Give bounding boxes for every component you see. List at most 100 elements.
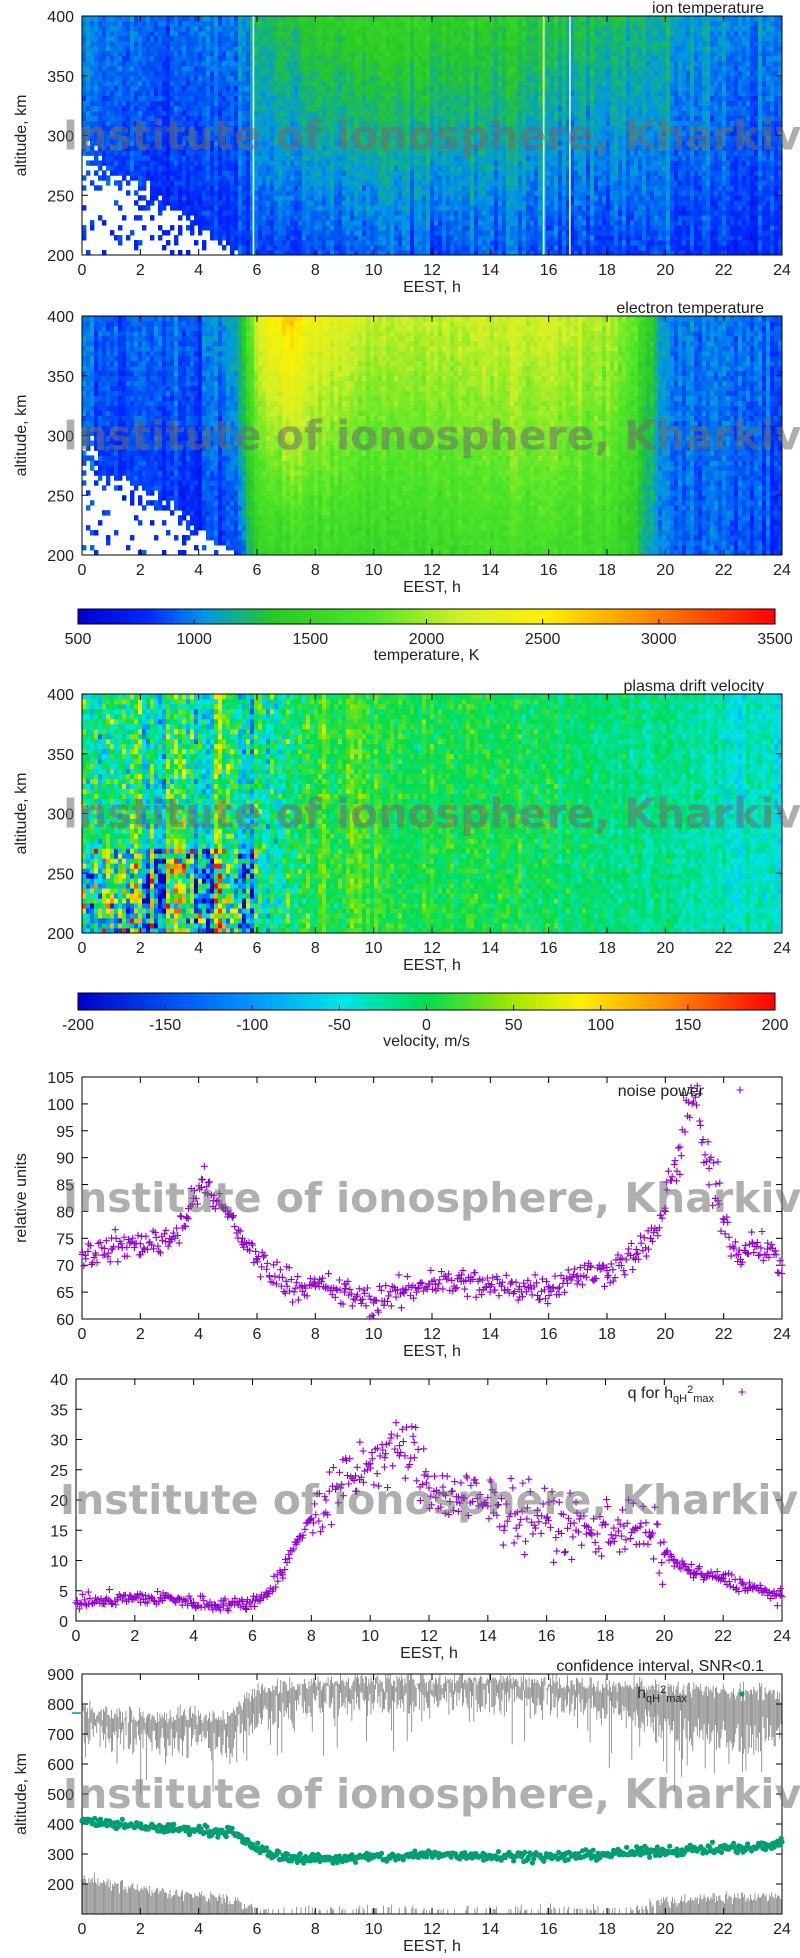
ion-cell (214, 165, 218, 170)
ion-cell (334, 66, 338, 71)
ion-cell (314, 220, 318, 225)
ion-cell (294, 56, 298, 61)
ion-cell (310, 200, 314, 205)
ion-cell (294, 185, 298, 190)
ion-cell (202, 175, 206, 180)
ion-cell (210, 51, 214, 56)
ion-cell (330, 180, 334, 185)
ion-cell (294, 36, 298, 41)
ion-cell (294, 31, 298, 36)
ion-cell (282, 235, 286, 240)
ion-cell (298, 200, 302, 205)
ion-cell (326, 170, 330, 175)
ion-cell (90, 71, 94, 76)
ion-cell (338, 195, 342, 200)
ion-cell (258, 91, 262, 96)
ion-cell (274, 225, 278, 230)
ion-cell (274, 165, 278, 170)
ion-cell (210, 96, 214, 101)
ion-cell (274, 71, 278, 76)
ion-cell (318, 41, 322, 46)
ion-cell (286, 205, 290, 210)
ion-cell (306, 51, 310, 56)
ion-cell (122, 21, 126, 26)
ion-cell (226, 66, 230, 71)
ion-cell (342, 195, 346, 200)
ion-cell (138, 205, 142, 210)
ion-cell (114, 41, 118, 46)
ion-cell (290, 245, 294, 250)
ion-cell (130, 86, 134, 91)
ion-cell (310, 240, 314, 245)
ion-cell (330, 26, 334, 31)
ion-cell (198, 225, 202, 230)
ion-cell (238, 81, 242, 86)
ion-cell (346, 185, 350, 190)
ion-cell (246, 91, 250, 96)
ion-cell (330, 106, 334, 111)
ion-cell (306, 185, 310, 190)
ion-cell (238, 170, 242, 175)
ion-cell (98, 56, 102, 61)
ion-cell (342, 61, 346, 66)
ion-cell (274, 76, 278, 81)
ion-cell (290, 86, 294, 91)
ion-cell (338, 61, 342, 66)
ion-cell (122, 81, 126, 86)
ion-cell (190, 56, 194, 61)
ion-cell (302, 41, 306, 46)
ion-cell (122, 101, 126, 106)
ion-cell (178, 106, 182, 111)
ion-cell (158, 36, 162, 41)
ion-cell (154, 91, 158, 96)
ion-cell (110, 76, 114, 81)
ion-cell (138, 36, 142, 41)
ion-cell (94, 106, 98, 111)
ion-cell (174, 200, 178, 205)
ion-cell (130, 46, 134, 51)
ion-cell (226, 31, 230, 36)
ion-cell (310, 86, 314, 91)
ion-cell (318, 96, 322, 101)
ion-cell (258, 101, 262, 106)
ion-cell (194, 51, 198, 56)
ion-cell (186, 200, 190, 205)
ion-cell (158, 225, 162, 230)
ion-cell (334, 215, 338, 220)
ion-cell (346, 71, 350, 76)
ion-cell (150, 195, 154, 200)
ion-cell (82, 41, 86, 46)
ion-cell (98, 36, 102, 41)
ion-cell (166, 91, 170, 96)
ion-cell (162, 185, 166, 190)
ion-cell (126, 165, 130, 170)
ion-cell (94, 41, 98, 46)
ion-cell (350, 71, 354, 76)
ion-cell (306, 165, 310, 170)
ion-cell (170, 165, 174, 170)
ion-cell (106, 81, 110, 86)
ion-cell (166, 16, 170, 21)
ion-cell (246, 21, 250, 26)
ion-cell (174, 91, 178, 96)
ion-cell (210, 210, 214, 215)
ion-cell (134, 46, 138, 51)
ion-cell (306, 225, 310, 230)
ion-cell (158, 46, 162, 51)
ion-cell (266, 170, 270, 175)
ion-cell (134, 31, 138, 36)
ion-cell (238, 195, 242, 200)
ion-cell (198, 96, 202, 101)
ion-cell (274, 36, 278, 41)
ion-cell (318, 51, 322, 56)
ion-cell (126, 106, 130, 111)
ion-cell (130, 81, 134, 86)
ion-cell (262, 96, 266, 101)
ion-cell (230, 51, 234, 56)
ion-cell (294, 61, 298, 66)
ion-cell (178, 31, 182, 36)
ion-cell (126, 66, 130, 71)
ion-cell (346, 220, 350, 225)
ion-cell (278, 21, 282, 26)
ion-cell (330, 190, 334, 195)
